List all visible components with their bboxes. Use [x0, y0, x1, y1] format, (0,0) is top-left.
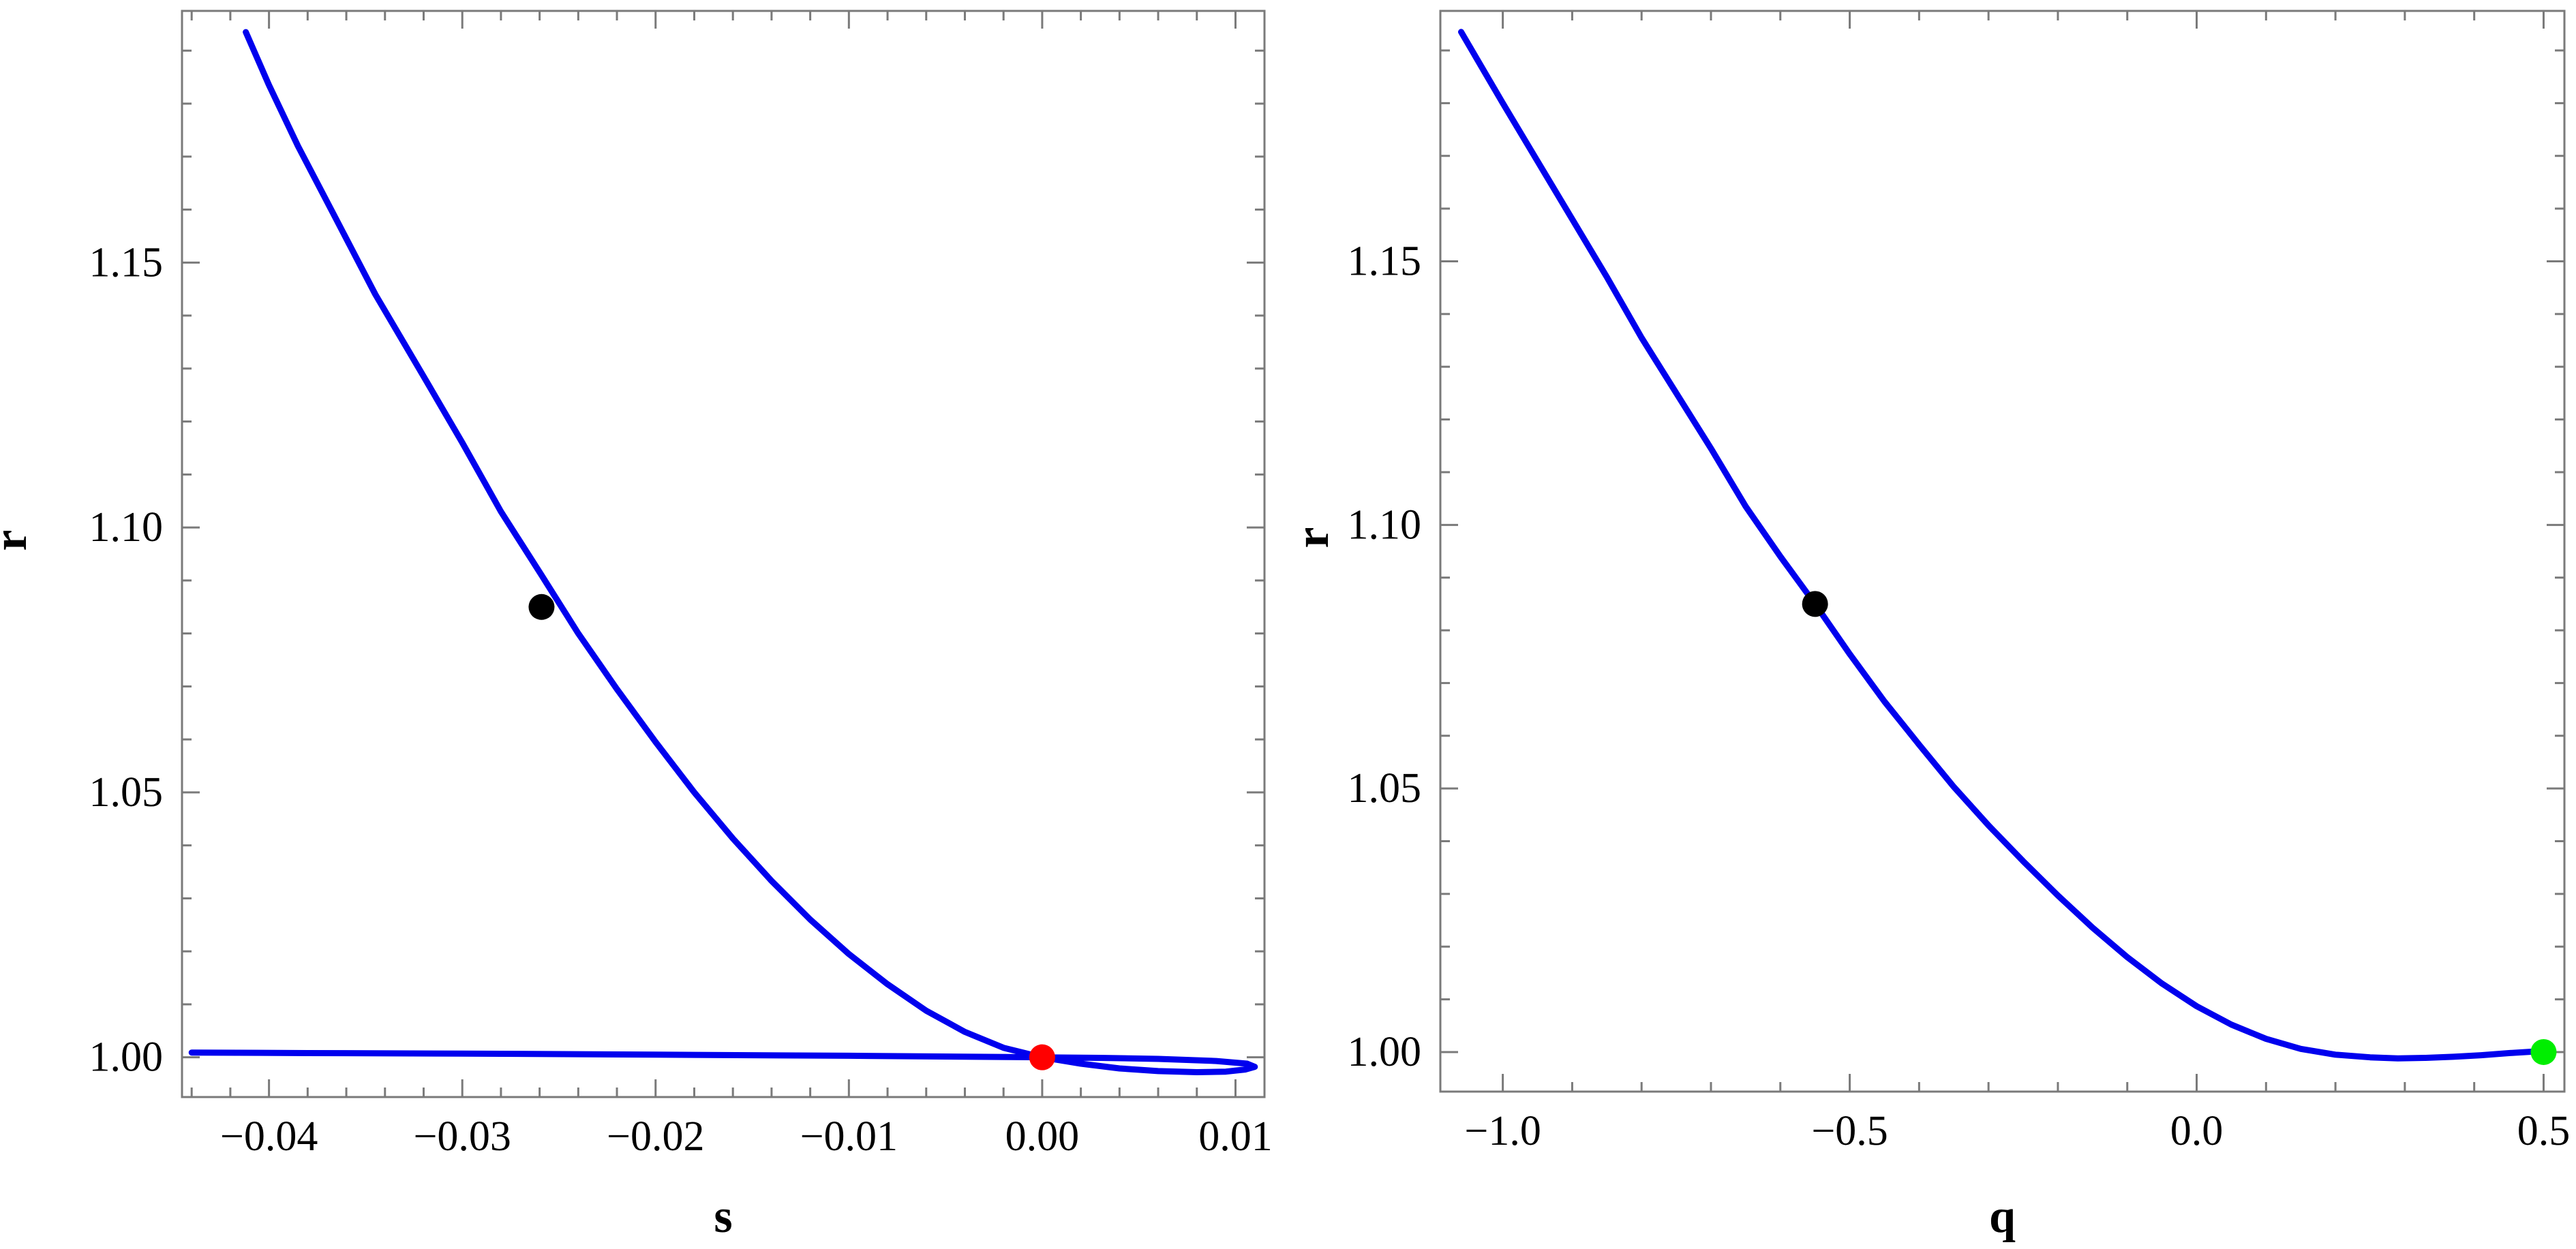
x-tick-label: 0.5	[2517, 1108, 2571, 1154]
data-point-marker	[1029, 1044, 1055, 1070]
y-tick-label: 1.00	[89, 1034, 164, 1081]
y-tick-label: 1.05	[1348, 765, 1422, 812]
y-tick-label: 1.00	[1348, 1029, 1422, 1075]
plot-frame	[1439, 10, 2566, 1093]
x-tick-label: 0.0	[2170, 1108, 2224, 1154]
y-tick-label: 1.05	[89, 769, 164, 816]
series-line	[1458, 29, 2547, 1062]
data-point-marker	[528, 593, 555, 620]
x-axis-label: s	[714, 1190, 732, 1243]
x-tick-label: −0.5	[1811, 1108, 1888, 1154]
series-line	[188, 29, 1258, 1075]
plot-frame	[181, 10, 1266, 1098]
data-point-marker	[2530, 1038, 2557, 1065]
y-axis-label: r	[0, 529, 37, 551]
y-tick-label: 1.15	[1348, 238, 1422, 284]
y-tick-label: 1.10	[89, 504, 164, 551]
x-tick-label: −0.04	[220, 1113, 318, 1160]
x-tick-label: −0.01	[800, 1113, 898, 1160]
y-tick-label: 1.15	[89, 239, 164, 286]
x-tick-label: −0.02	[607, 1113, 704, 1160]
y-tick-label: 1.10	[1348, 502, 1422, 548]
x-tick-label: −1.0	[1464, 1108, 1541, 1154]
x-tick-label: 0.00	[1005, 1113, 1080, 1160]
right-plot: −1.0 −0.5 0.0 0.5 1.00 1.05 1.10 1.15 q r	[1286, 10, 2571, 1243]
left-plot: −0.04 −0.03 −0.02 −0.01 0.00 0.01 1.00 1.05 1.10…	[0, 10, 1273, 1243]
y-axis-label: r	[1286, 527, 1339, 548]
data-point-marker	[1802, 591, 1828, 617]
x-axis-label: q	[1989, 1190, 2016, 1243]
x-tick-label: −0.03	[413, 1113, 511, 1160]
x-tick-label: 0.01	[1198, 1113, 1273, 1160]
